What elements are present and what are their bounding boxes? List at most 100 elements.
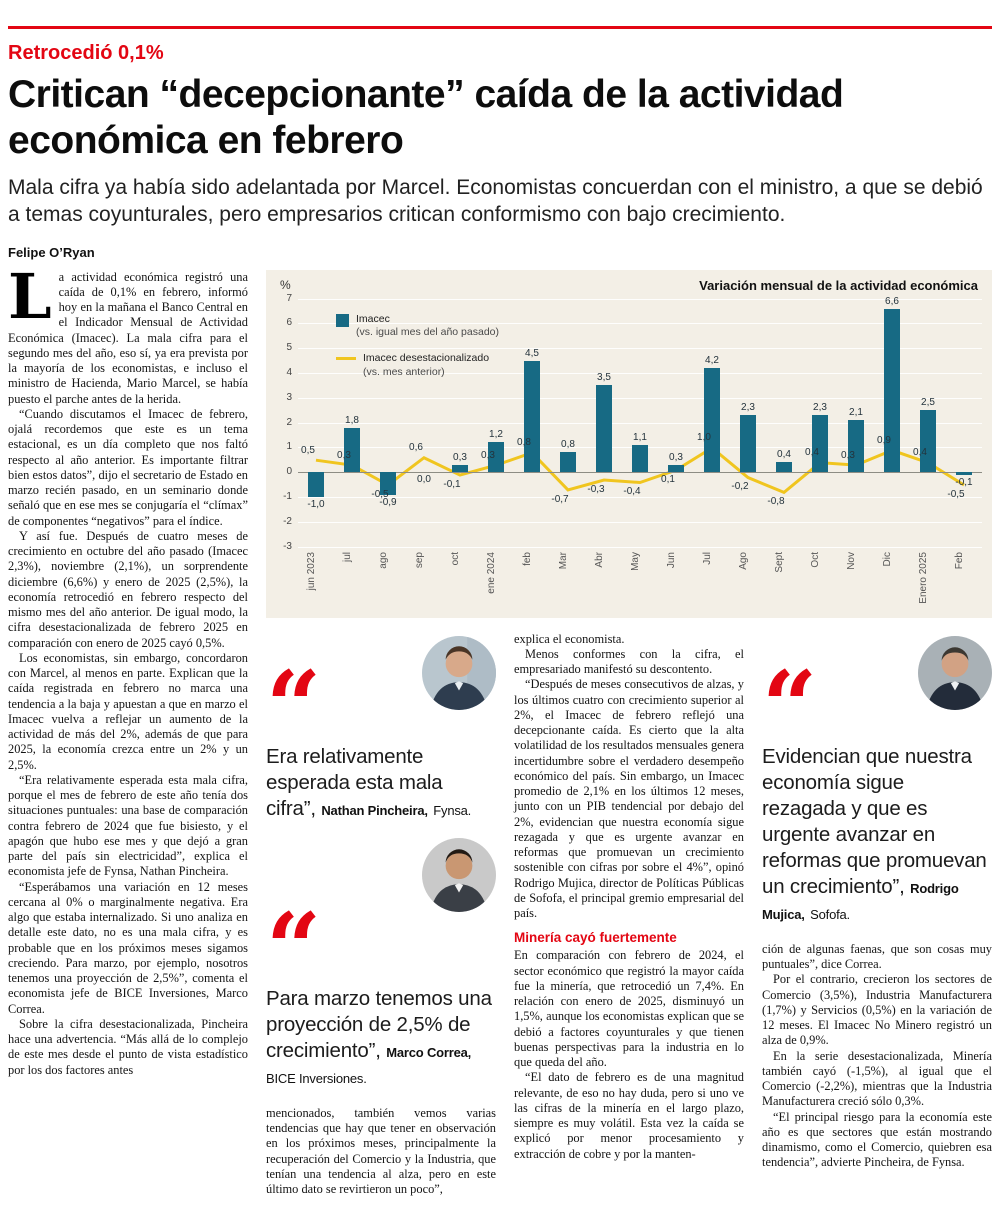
- paragraph: En comparación con febrero de 2024, el s…: [514, 948, 744, 1070]
- column-3-text-lower: En comparación con febrero de 2024, el s…: [514, 948, 744, 1162]
- bar-value-label: 2,1: [849, 407, 863, 419]
- y-tick-label: 0: [286, 466, 292, 478]
- bar-value-label: -1,0: [307, 499, 325, 511]
- bar-value-label: 1,8: [345, 414, 359, 426]
- article-body: La actividad económica registró una caíd…: [8, 260, 992, 1198]
- bar-value-label: 3,5: [597, 372, 611, 384]
- column-4-text: ción de algunas faenas, que son cosas mu…: [762, 942, 992, 1171]
- bar-value-label: 2,3: [813, 402, 827, 414]
- article-column-4: “ Evidencian que nuestra economía sigue …: [762, 632, 992, 1171]
- bar-Abr: [596, 385, 612, 473]
- bar-jul: [343, 427, 360, 473]
- quote-attribution-org: Fynsa.: [433, 802, 472, 818]
- x-tick-label: ago: [378, 551, 389, 569]
- gridline: [298, 298, 982, 300]
- column-3-text-upper: explica el economista. Menos conformes co…: [514, 632, 744, 922]
- bar-Nov: [848, 420, 864, 473]
- x-tick-label: jul: [341, 551, 353, 562]
- kicker: Retrocedió 0,1%: [8, 42, 164, 64]
- bar-value-label: 1,2: [489, 429, 503, 441]
- bar-Oct: [812, 415, 828, 473]
- paragraph: Menos conformes con la cifra, el empresa…: [514, 646, 744, 677]
- paragraph: Por el contrario, crecieron los sectores…: [762, 972, 992, 1048]
- top-red-rule: [8, 26, 992, 29]
- line-value-label: -0,3: [587, 483, 605, 495]
- line-value-label: 1,0: [697, 432, 711, 444]
- paragraph: “Esperábamos una variación en 12 meses c…: [8, 879, 248, 1016]
- bar-Jun: [668, 464, 684, 473]
- lower-columns: “ Era relativamente esperada esta mala c…: [266, 632, 992, 1198]
- quote-head: “: [266, 635, 496, 754]
- article-column-3: explica el economista. Menos conformes co…: [514, 632, 744, 1162]
- paragraph: ción de algunas faenas, que son cosas mu…: [762, 941, 992, 972]
- line-value-label: -0,5: [947, 488, 965, 500]
- line-value-label: 0,3: [481, 449, 495, 461]
- y-axis-unit: %: [280, 277, 291, 292]
- bar-value-label: 1,1: [633, 431, 647, 443]
- gridline: [298, 521, 982, 523]
- subhead-mineria: Minería cayó fuertemente: [514, 930, 677, 946]
- bar-value-label: 4,2: [705, 355, 719, 367]
- x-tick-label: feb: [522, 551, 533, 566]
- gridline: [298, 397, 982, 399]
- y-tick-label: 4: [286, 367, 292, 379]
- plot-area: -1,0 jun 2023 1,8 jul -0,9 ago 0,0 sep 0,3 oct 1,2…: [298, 295, 982, 603]
- bar-value-label: 0,0: [417, 474, 431, 486]
- deck: Mala cifra ya había sido adelantada por …: [8, 176, 983, 227]
- bar-value-label: 2,3: [741, 402, 755, 414]
- article-column-1: La actividad económica registró una caíd…: [8, 260, 248, 1078]
- x-tick-label: Sept: [774, 551, 785, 573]
- quote-text-block: Para marzo tenemos una proyección de 2,5…: [266, 986, 496, 1090]
- x-tick-label: Enero 2025: [918, 551, 929, 604]
- quote-text-block: Era relativamente esperada esta mala cif…: [266, 744, 496, 822]
- y-tick-label: 2: [286, 416, 292, 428]
- bar-Dic: [884, 308, 900, 473]
- quote-text: Evidencian que nuestra economía sigue re…: [762, 744, 987, 898]
- quote-mark-icon: “: [762, 649, 818, 763]
- nathan-pincheira-photo: [422, 635, 496, 710]
- bar-value-label: 6,6: [885, 295, 899, 307]
- x-tick-label: Dic: [882, 551, 893, 567]
- line-value-label: 0,6: [409, 442, 423, 454]
- line-value-label: 0,4: [805, 447, 819, 459]
- bar-Sept: [776, 462, 792, 473]
- line-value-label: 0,8: [517, 437, 531, 449]
- line-value-label: -0,2: [731, 481, 749, 493]
- y-tick-label: 3: [286, 391, 292, 403]
- paragraph: explica el economista.: [514, 631, 625, 646]
- bar-oct: [452, 464, 468, 473]
- y-tick-label: 6: [286, 317, 292, 329]
- paragraph: mencionados, también vemos varias tenden…: [266, 1105, 496, 1197]
- bar-value-label: 0,8: [561, 439, 575, 451]
- paragraph: En la serie desestacionalizada, Minería …: [762, 1048, 992, 1109]
- x-tick-label: Jun: [666, 551, 677, 568]
- y-tick-label: -1: [283, 491, 292, 503]
- bar-Jul: [704, 368, 720, 473]
- line-value-label: 0,3: [337, 449, 351, 461]
- bar-value-label: -0,1: [955, 476, 973, 488]
- line-value-label: 0,1: [661, 473, 675, 485]
- quote-text-block: Evidencian que nuestra economía sigue re…: [762, 744, 992, 926]
- bar-value-label: 0,3: [453, 451, 467, 463]
- quote-attribution-name: Marco Correa,: [386, 1044, 472, 1060]
- line-value-label: -0,4: [623, 486, 641, 498]
- line-value-label: 0,9: [877, 434, 891, 446]
- paragraph: “Después de meses consecutivos de alzas,…: [514, 677, 744, 921]
- x-tick-label: jun 2023: [306, 551, 317, 590]
- line-value-label: -0,7: [551, 493, 569, 505]
- line-value-label: -0,5: [371, 488, 389, 500]
- paragraph: “El dato de febrero es de una magnitud r…: [514, 1070, 744, 1161]
- quote-head: “: [266, 837, 496, 996]
- paragraph: “Cuando discutamos el Imacec de febrero,…: [8, 406, 248, 528]
- paragraph: Sobre la cifra desestacionalizada, Pinch…: [8, 1016, 248, 1077]
- line-value-label: -0,8: [767, 496, 785, 508]
- quote-attribution-name: Rodrigo Mujica,: [762, 880, 959, 922]
- bar-Enero 2025: [920, 410, 936, 473]
- y-axis: 7 6 5 4 3 2 1 0 -1 -2 -3: [274, 293, 298, 552]
- bar-value-label: -0,9: [379, 496, 397, 508]
- article-column-2: “ Era relativamente esperada esta mala c…: [266, 632, 496, 1198]
- y-tick-label: -3: [283, 540, 292, 552]
- bar-feb: [524, 360, 540, 473]
- y-tick-label: 7: [286, 292, 292, 304]
